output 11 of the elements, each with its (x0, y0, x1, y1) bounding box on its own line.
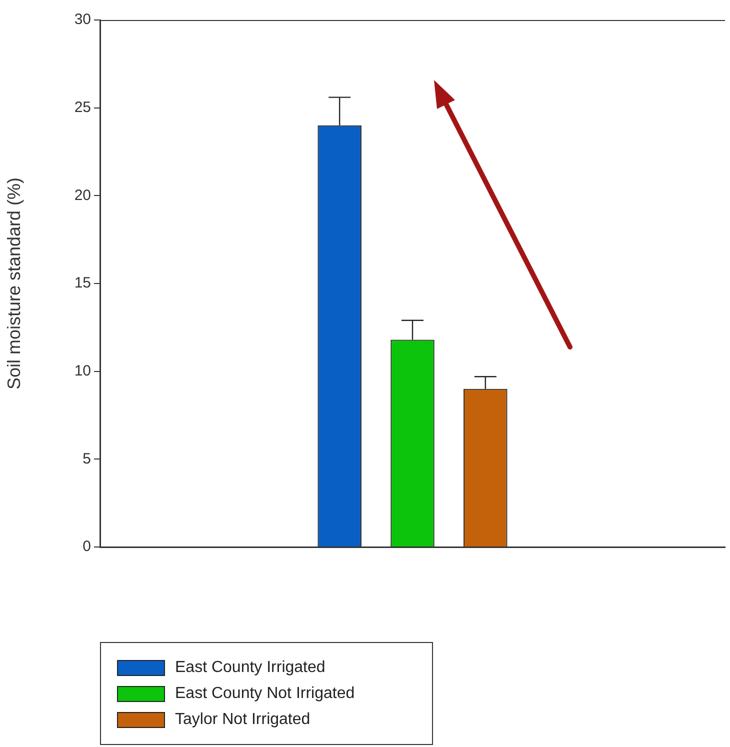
y-tick-label: 15 (74, 274, 91, 292)
legend-label: East County Not Irrigated (175, 685, 355, 703)
legend-label: Taylor Not Irrigated (175, 711, 310, 729)
legend-label: East County Irrigated (175, 659, 326, 677)
y-tick-label: 20 (74, 186, 91, 204)
y-tick-label: 0 (82, 538, 91, 556)
y-tick-label: 5 (82, 450, 91, 468)
y-tick-label: 25 (74, 98, 91, 116)
y-axis-title: Soil moisture standard (%) (4, 177, 24, 390)
y-tick-label: 30 (74, 11, 91, 28)
y-tick-label: 10 (74, 362, 91, 380)
